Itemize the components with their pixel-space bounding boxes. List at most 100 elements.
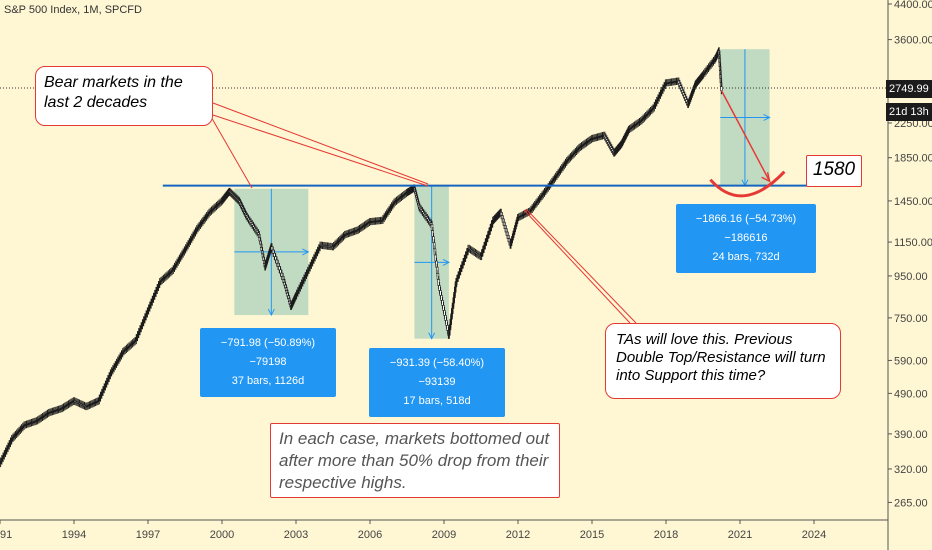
callout-pointer — [525, 208, 637, 324]
candle-body — [274, 256, 277, 261]
candle-body — [9, 440, 12, 444]
y-tick-label: 320.00 — [894, 464, 928, 476]
candle-body — [185, 245, 189, 249]
y-tick-label: 2250.00 — [894, 118, 932, 130]
candle-body — [270, 246, 274, 251]
support-callout[interactable]: TAs will love this. Previous Double Top/… — [605, 323, 841, 399]
candle-body — [460, 264, 464, 269]
candle-body — [484, 241, 487, 246]
candle-body — [316, 249, 319, 254]
x-tick-label: 2003 — [284, 529, 308, 541]
candle-body — [271, 249, 275, 254]
stat-box-2008[interactable]: −931.39 (−58.40%) −93139 17 bars, 518d — [369, 348, 505, 417]
candle-body — [305, 272, 308, 276]
candle-body — [148, 304, 152, 309]
y-tick-label: 1850.00 — [894, 153, 932, 165]
x-tick-label: 2021 — [728, 529, 752, 541]
bottom-note-callout[interactable]: In each case, markets bottomed out after… — [270, 423, 560, 498]
y-tick-label: 750.00 — [894, 313, 928, 325]
candle-body — [191, 234, 195, 238]
candle-body — [140, 325, 143, 329]
candle-body — [486, 234, 489, 239]
candle-body — [110, 370, 113, 374]
candle-body — [98, 397, 101, 402]
x-tick-label: 2006 — [358, 529, 382, 541]
candle-body — [147, 307, 150, 312]
x-tick-label: 2009 — [432, 529, 456, 541]
candle-body — [302, 277, 306, 281]
stat-box-2020[interactable]: −1866.16 (−54.73%) −186616 24 bars, 732d — [676, 204, 816, 273]
measure-h-arrowhead — [442, 258, 451, 266]
candle-body — [299, 285, 302, 289]
candle-body — [138, 328, 142, 332]
candle-body — [115, 361, 118, 365]
candle-body — [141, 322, 144, 327]
candle-body — [461, 261, 465, 266]
candle-body — [103, 386, 106, 390]
candle-body — [312, 257, 316, 261]
candle-body — [195, 228, 198, 232]
y-tick-label: 590.00 — [894, 355, 928, 367]
stat-box-2020-change: −1866.16 (−54.73%) −186616 — [695, 213, 797, 244]
candle-body — [156, 287, 159, 291]
candle-body — [153, 293, 156, 297]
stat-box-2000[interactable]: −791.98 (−50.89%) −79198 37 bars, 1126d — [200, 328, 336, 397]
candle-body — [99, 394, 102, 399]
candle-body — [178, 257, 181, 261]
candle-body — [278, 266, 281, 271]
candle-body — [654, 102, 657, 106]
measure-v-arrowhead — [428, 332, 436, 340]
y-tick-label: 950.00 — [894, 271, 928, 283]
stat-box-2008-change: −931.39 (−58.40%) −93139 — [389, 357, 485, 388]
candle-body — [310, 262, 313, 266]
y-tick-label: 1150.00 — [894, 237, 932, 249]
candle-body — [174, 263, 177, 267]
y-tick-label: 265.00 — [894, 497, 928, 509]
candle-body — [184, 247, 187, 251]
price-series — [0, 47, 723, 468]
y-tick-label: 4400.00 — [894, 0, 932, 11]
candle-body — [112, 366, 116, 369]
candle-body — [119, 355, 122, 359]
candle-body — [296, 290, 300, 294]
candle-body — [106, 378, 110, 382]
candle-body — [142, 319, 145, 324]
candle-body — [109, 372, 112, 376]
candle-body — [653, 105, 656, 109]
candle-body — [177, 259, 180, 263]
candle-body — [308, 265, 312, 269]
candle-body — [188, 241, 191, 244]
candle-body — [158, 281, 161, 285]
candle-body — [173, 266, 176, 269]
projection-arrowhead — [761, 172, 771, 183]
candle-body — [490, 223, 493, 228]
candle-body — [154, 290, 158, 294]
candle-body — [463, 258, 466, 262]
candle-body — [149, 301, 153, 306]
x-tick-label: 2015 — [580, 529, 604, 541]
target-level-label[interactable]: 1580 — [806, 155, 862, 187]
candle-body — [480, 252, 483, 257]
candle-body — [273, 253, 276, 257]
candle-body — [4, 450, 7, 454]
y-tick-label: 490.00 — [894, 388, 928, 400]
x-tick-label: 1991 — [0, 529, 12, 541]
candle-body — [3, 453, 6, 457]
candle-body — [317, 247, 321, 251]
x-tick-label: 2000 — [210, 529, 234, 541]
candle-body — [120, 353, 123, 357]
candle-body — [100, 392, 103, 396]
candle-body — [656, 97, 660, 101]
candle-body — [275, 259, 279, 264]
candle-body — [313, 254, 317, 259]
candle-body — [107, 375, 111, 379]
x-tick-label: 2024 — [802, 529, 826, 541]
candle-body — [315, 252, 318, 256]
x-tick-label: 1997 — [136, 529, 160, 541]
bear-markets-callout[interactable]: Bear markets in the last 2 decades — [35, 66, 213, 126]
candle-body — [172, 268, 175, 271]
callout-pointer — [209, 114, 253, 189]
candle-body — [101, 389, 105, 393]
candle-body — [179, 255, 182, 259]
candle-body — [111, 368, 115, 372]
